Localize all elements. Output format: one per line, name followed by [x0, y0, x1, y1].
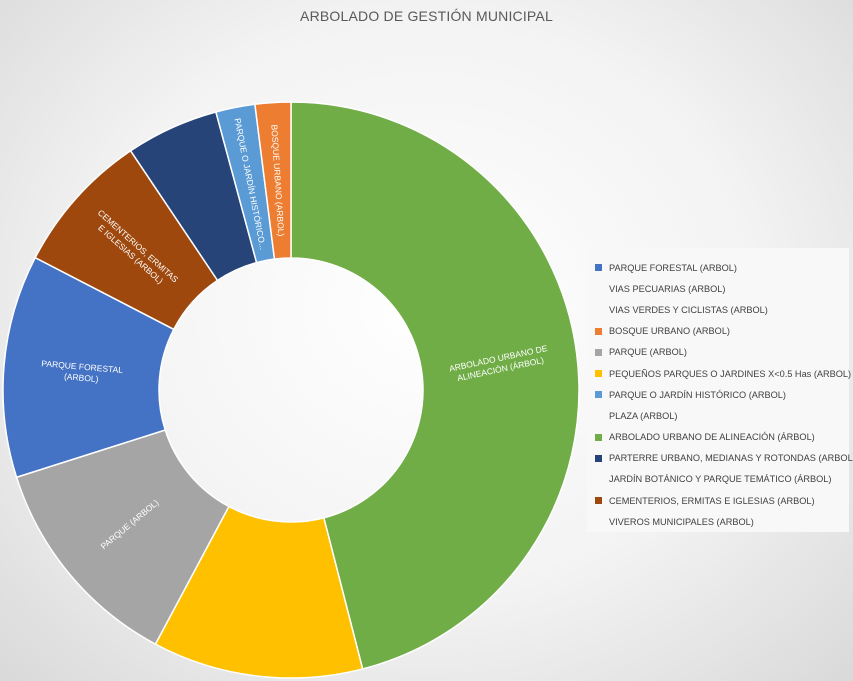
legend-label: JARDÍN BOTÁNICO Y PARQUE TEMÁTICO (ÁRBOL…	[609, 474, 832, 485]
legend-label: PLAZA (ARBOL)	[609, 410, 678, 421]
legend-swatch	[595, 370, 602, 378]
legend-label: PEQUEÑOS PARQUES O JARDINES X<0.5 Has (A…	[609, 368, 852, 379]
donut-slice-parque-forestal-arbol[interactable]	[2, 256, 175, 479]
donut-slice-parque-arbol[interactable]	[15, 429, 230, 646]
legend-label: VIAS VERDES Y CICLISTAS (ARBOL)	[609, 304, 768, 315]
legend-label: VIAS PECUARIAS (ARBOL)	[609, 283, 726, 294]
donut-slice-arbolado-urbano-de-alineacion-arbol[interactable]	[290, 101, 580, 670]
legend-item-arbolado-urbano-de-alineacion-arbol[interactable]: ARBOLADO URBANO DE ALINEACIÓN (ÁRBOL)	[595, 427, 849, 448]
legend-swatch	[595, 327, 602, 335]
legend-swatch	[595, 518, 602, 525]
legend-label: PARQUE FORESTAL (ARBOL)	[609, 262, 737, 273]
chart-title: ARBOLADO DE GESTIÓN MUNICIPAL	[300, 8, 553, 24]
legend-swatch	[595, 476, 602, 483]
legend-swatch	[595, 348, 602, 356]
legend-swatch	[595, 391, 602, 399]
legend-item-parque-forestal-arbol[interactable]: PARQUE FORESTAL (ARBOL)	[595, 257, 849, 278]
legend-item-jardin-botanico-y-parque-tematico-arbol[interactable]: JARDÍN BOTÁNICO Y PARQUE TEMÁTICO (ÁRBOL…	[595, 469, 849, 490]
legend-label: PARQUE O JARDÍN HISTÓRICO (ARBOL)	[609, 389, 786, 400]
legend-item-cementerios-ermitas-e-iglesias-arbol[interactable]: CEMENTERIOS, ERMITAS E IGLESIAS (ARBOL)	[595, 490, 849, 511]
donut-slice-pequenos-parques-o-jardines-x-0-5-has-arbol[interactable]	[154, 505, 364, 679]
legend-label: ARBOLADO URBANO DE ALINEACIÓN (ÁRBOL)	[609, 432, 815, 443]
legend-item-viveros-municipales-arbol[interactable]: VIVEROS MUNICIPALES (ARBOL)	[595, 511, 849, 532]
legend-item-parterre-urbano-medianas-y-rotondas-arbol[interactable]: PARTERRE URBANO, MEDIANAS Y ROTONDAS (AR…	[595, 448, 853, 469]
legend-item-parque-arbol[interactable]: PARQUE (ARBOL)	[595, 342, 849, 363]
legend-item-vias-pecuarias-arbol[interactable]: VIAS PECUARIAS (ARBOL)	[595, 278, 849, 299]
legend-swatch	[595, 497, 602, 505]
legend-swatch	[595, 454, 602, 462]
legend-item-bosque-urbano-arbol[interactable]: BOSQUE URBANO (ARBOL)	[595, 321, 849, 342]
legend-swatch	[595, 412, 602, 419]
legend-swatch	[595, 433, 602, 441]
legend-label: CEMENTERIOS, ERMITAS E IGLESIAS (ARBOL)	[609, 495, 815, 506]
legend-label: BOSQUE URBANO (ARBOL)	[609, 326, 730, 337]
legend-label: VIVEROS MUNICIPALES (ARBOL)	[609, 516, 754, 527]
legend-label: PARTERRE URBANO, MEDIANAS Y ROTONDAS (AR…	[609, 453, 853, 464]
legend-item-parque-o-jardin-historico-arbol[interactable]: PARQUE O JARDÍN HISTÓRICO (ARBOL)	[595, 384, 849, 405]
legend-item-plaza-arbol[interactable]: PLAZA (ARBOL)	[595, 405, 849, 426]
legend-swatch	[595, 264, 602, 272]
legend-swatch	[595, 285, 602, 292]
donut-slice-bosque-urbano-arbol[interactable]	[254, 101, 292, 260]
legend-label: PARQUE (ARBOL)	[609, 347, 687, 358]
legend-swatch	[595, 306, 602, 313]
legend-item-vias-verdes-y-ciclistas-arbol[interactable]: VIAS VERDES Y CICLISTAS (ARBOL)	[595, 299, 849, 320]
chart-legend: PARQUE FORESTAL (ARBOL) VIAS PECUARIAS (A…	[587, 248, 853, 532]
legend-item-pequenos-parques-o-jardines-x-0-5-has-arbol[interactable]: PEQUEÑOS PARQUES O JARDINES X<0.5 Has (A…	[595, 363, 852, 384]
slice-label-parque-forestal-arbol: PARQUE FORESTAL(ARBOL)	[40, 358, 124, 386]
